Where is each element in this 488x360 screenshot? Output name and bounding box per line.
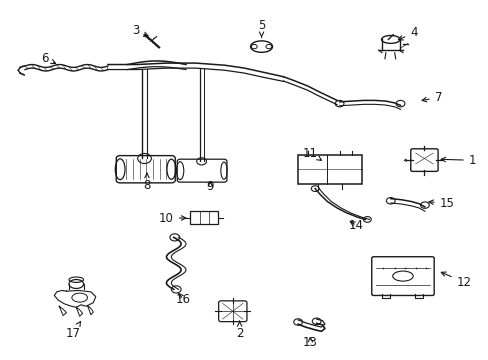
Text: 2: 2 bbox=[235, 321, 243, 340]
Text: 6: 6 bbox=[41, 51, 56, 64]
Text: 17: 17 bbox=[65, 321, 81, 340]
Text: 10: 10 bbox=[159, 212, 185, 225]
Text: 7: 7 bbox=[421, 91, 441, 104]
Bar bbox=[189, 211, 218, 224]
Text: 15: 15 bbox=[428, 197, 453, 210]
Text: 16: 16 bbox=[176, 293, 191, 306]
Text: 14: 14 bbox=[348, 219, 364, 232]
Text: 13: 13 bbox=[302, 336, 317, 348]
Text: 9: 9 bbox=[206, 180, 214, 193]
Text: 1: 1 bbox=[440, 154, 475, 167]
Text: 8: 8 bbox=[143, 173, 150, 192]
Text: 11: 11 bbox=[302, 147, 321, 160]
Text: 12: 12 bbox=[440, 272, 470, 289]
Text: 3: 3 bbox=[132, 24, 148, 37]
Text: 4: 4 bbox=[398, 27, 417, 40]
Bar bbox=[298, 155, 361, 184]
Text: 5: 5 bbox=[257, 19, 264, 37]
